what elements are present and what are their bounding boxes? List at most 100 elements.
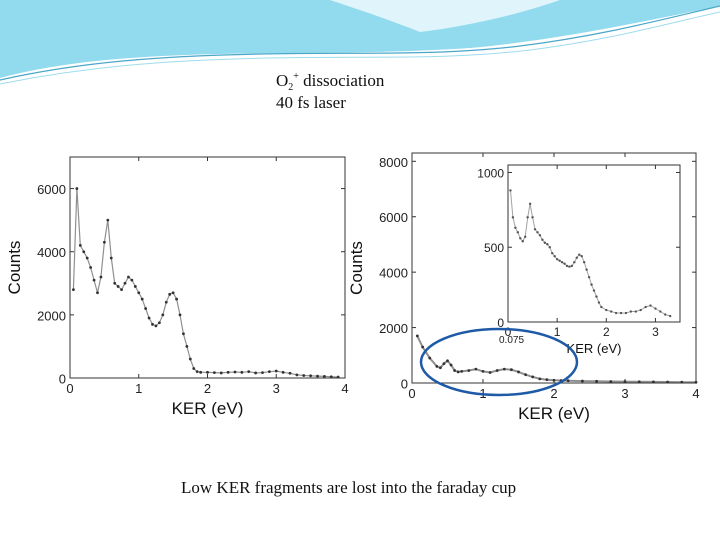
right-data-point [694,380,698,384]
left-data-point [288,371,292,375]
left-data-point [281,370,285,374]
inset-data-point [528,202,532,206]
banner-line [0,11,720,85]
right-x-axis-label: KER (eV) [518,404,590,423]
left-data-point [144,307,148,310]
right-data-point [666,380,669,384]
inset-data-point [565,264,569,268]
left-data-point [109,256,113,260]
right-data-point [439,366,442,370]
right-data-point [460,369,464,373]
inset-x-axis-label: KER (eV) [567,341,622,356]
inset-plot-frame [507,164,681,323]
slide-title: O2+ dissociation [276,71,384,93]
right-data-point [456,370,460,374]
left-data-point [329,375,333,379]
left-data-point [154,324,158,328]
left-data-point [195,370,199,374]
inset-data-point [555,258,559,261]
left-x-tick-label: 1 [135,381,142,396]
left-data-point [226,370,230,374]
inset-data-point [563,262,566,265]
right-data-point [524,373,527,377]
inset-data-point [614,311,618,315]
slide-caption: Low KER fragments are lost into the fara… [181,478,517,497]
left-data-point [123,281,127,285]
left-data-point [185,345,189,348]
left-x-axis-label: KER (eV) [172,399,244,418]
left-x-tick-label: 4 [341,381,348,396]
inset-y-tick-label: 1000 [477,166,504,180]
inset-data-point [587,275,591,279]
inset-data-point [597,301,601,304]
left-x-tick-label: 2 [204,381,211,396]
inset-data-point [543,241,547,244]
inset-data-point [619,311,623,315]
inset-data-point [590,283,593,286]
left-data-point [182,332,185,336]
banner-fill [0,0,720,78]
inset-data-point [553,255,556,258]
inset-data-point [570,264,574,268]
inset-data-point [639,308,642,312]
left-y-tick-label: 4000 [37,245,66,260]
banner-line [0,5,720,81]
left-data-point [240,370,244,374]
slide-subtitle: 40 fs laser [276,93,346,112]
title-ion-superscript: + [293,71,299,82]
inset-y-tick-label: 0 [497,316,504,330]
left-data-point [78,244,82,247]
right-y-tick-label: 2000 [379,321,408,336]
inset-data-point [551,252,554,255]
left-data-point [171,291,175,295]
right-x-tick-label: 0 [408,386,415,401]
banner-highlight [330,0,560,32]
left-data-point [99,275,103,279]
left-data-point [161,313,165,317]
right-data-point [652,380,655,384]
inset-data-point [668,314,672,318]
right-data-point [428,356,432,360]
left-data-point [92,278,96,282]
left-data-point [336,375,340,379]
inset-data-point [664,313,667,316]
inset-data-point [605,308,608,312]
left-data-point [72,288,75,291]
right-data-point [680,380,684,384]
left-data-point [175,297,178,301]
inset-data-point [509,189,512,192]
right-data-point [435,364,439,368]
right-annotation-label: 0.075 [499,335,524,346]
inset-data-point [514,226,517,229]
inset-data-point [560,260,564,264]
left-data-point [274,369,278,373]
left-y-tick-label: 6000 [37,182,66,197]
inset-chart: 0 1 2 3 0 500 1000 KER (eV) [477,164,681,356]
left-data-point [106,218,110,222]
left-data-point [82,250,86,254]
right-data-point [581,379,584,383]
left-data-point [212,371,216,375]
inset-x-tick-label: 2 [603,325,610,339]
title-rest: dissociation [298,71,385,90]
left-data-point [137,291,141,295]
inset-data-point [558,259,561,262]
right-data-point [510,368,513,372]
left-data-point [188,357,192,361]
right-data-point [538,377,542,381]
left-data-point [151,322,154,326]
inset-data-point [533,228,537,231]
right-data-point [467,369,471,372]
left-data-point [140,297,144,301]
inset-data-point [575,256,578,259]
inset-data-point [644,305,647,309]
right-data-point [488,371,492,374]
inset-x-tick-label: 3 [652,325,659,339]
right-x-tick-label: 3 [621,386,628,401]
inset-data-point [610,310,613,313]
left-data-point [75,187,79,190]
inset-x-tick-label: 1 [554,325,561,339]
right-y-tick-label: 6000 [379,210,408,225]
right-data-point [442,362,446,366]
